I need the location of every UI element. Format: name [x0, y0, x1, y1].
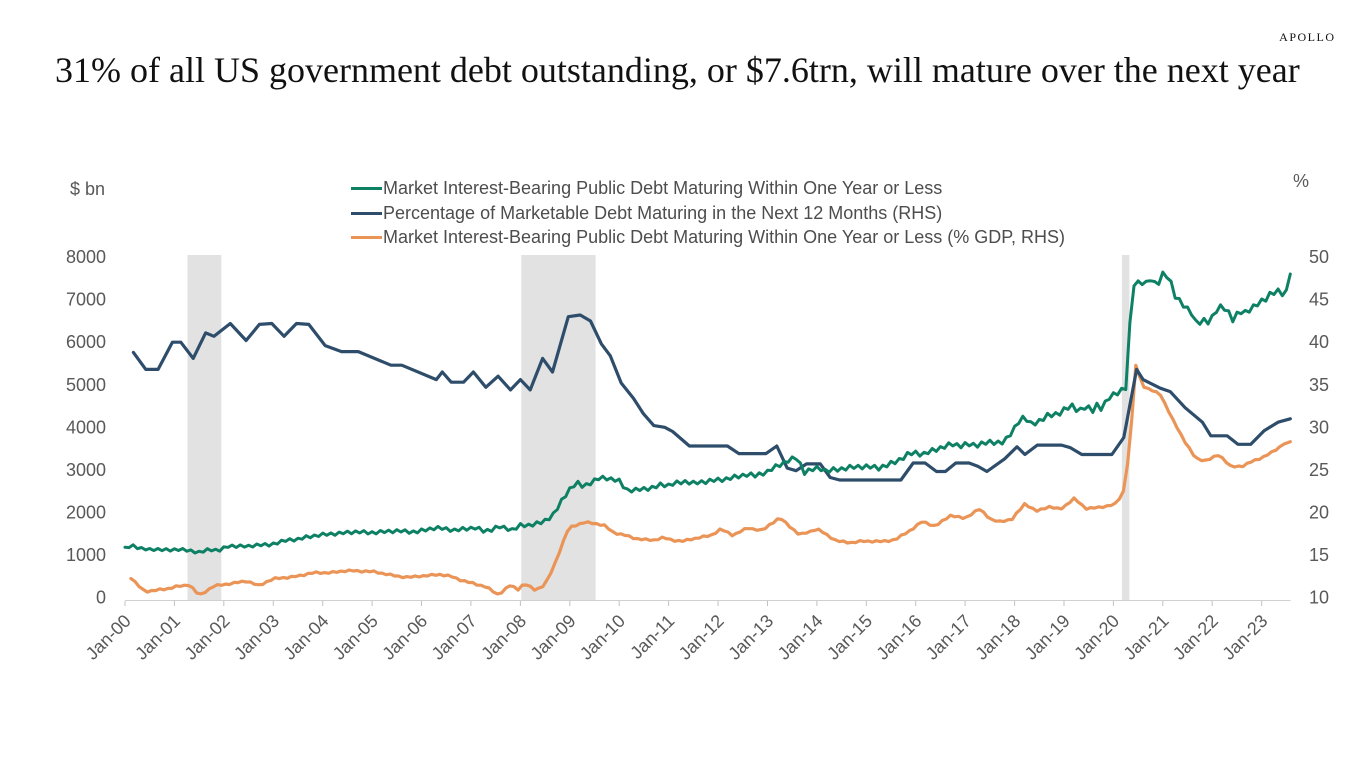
svg-text:Jan-17: Jan-17 [922, 611, 975, 664]
svg-text:%: % [1293, 171, 1309, 191]
svg-text:20: 20 [1309, 502, 1329, 522]
svg-text:Jan-23: Jan-23 [1218, 611, 1271, 664]
svg-text:Jan-16: Jan-16 [872, 611, 925, 664]
svg-text:Jan-08: Jan-08 [477, 611, 530, 664]
svg-text:5000: 5000 [66, 375, 106, 395]
svg-text:Jan-15: Jan-15 [823, 611, 876, 664]
svg-text:3000: 3000 [66, 460, 106, 480]
svg-text:Jan-10: Jan-10 [576, 611, 629, 664]
svg-text:Jan-19: Jan-19 [1021, 611, 1074, 664]
svg-text:Jan-12: Jan-12 [675, 611, 728, 664]
svg-text:10: 10 [1309, 587, 1329, 607]
svg-text:Jan-01: Jan-01 [131, 611, 184, 664]
svg-text:Jan-05: Jan-05 [329, 611, 382, 664]
svg-text:Jan-09: Jan-09 [527, 611, 580, 664]
svg-text:Jan-21: Jan-21 [1120, 611, 1173, 664]
svg-text:Jan-13: Jan-13 [724, 611, 777, 664]
svg-text:Jan-00: Jan-00 [82, 611, 135, 664]
svg-text:1000: 1000 [66, 545, 106, 565]
svg-text:Jan-22: Jan-22 [1169, 611, 1222, 664]
svg-text:4000: 4000 [66, 417, 106, 437]
svg-text:Jan-18: Jan-18 [971, 611, 1024, 664]
svg-text:7000: 7000 [66, 290, 106, 310]
svg-text:35: 35 [1309, 375, 1329, 395]
svg-text:Jan-14: Jan-14 [774, 611, 827, 664]
svg-text:15: 15 [1309, 545, 1329, 565]
svg-text:0: 0 [96, 587, 106, 607]
svg-text:40: 40 [1309, 332, 1329, 352]
svg-text:Jan-03: Jan-03 [230, 611, 283, 664]
svg-text:8000: 8000 [66, 247, 106, 267]
svg-text:Jan-07: Jan-07 [428, 611, 481, 664]
svg-text:Jan-04: Jan-04 [279, 611, 332, 664]
svg-text:45: 45 [1309, 290, 1329, 310]
svg-text:6000: 6000 [66, 332, 106, 352]
svg-text:30: 30 [1309, 417, 1329, 437]
svg-text:50: 50 [1309, 247, 1329, 267]
svg-text:Jan-02: Jan-02 [181, 611, 234, 664]
svg-text:Jan-11: Jan-11 [626, 611, 678, 663]
svg-text:Jan-06: Jan-06 [378, 611, 431, 664]
svg-text:$ bn: $ bn [70, 179, 105, 199]
svg-text:Jan-20: Jan-20 [1070, 611, 1123, 664]
svg-text:25: 25 [1309, 460, 1329, 480]
svg-text:2000: 2000 [66, 502, 106, 522]
